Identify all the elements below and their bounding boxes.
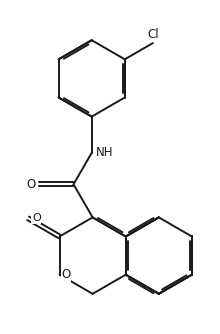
Text: O: O <box>32 213 41 223</box>
Text: Cl: Cl <box>147 28 159 41</box>
Text: O: O <box>26 178 35 191</box>
Text: NH: NH <box>96 146 114 159</box>
Text: O: O <box>61 268 71 281</box>
